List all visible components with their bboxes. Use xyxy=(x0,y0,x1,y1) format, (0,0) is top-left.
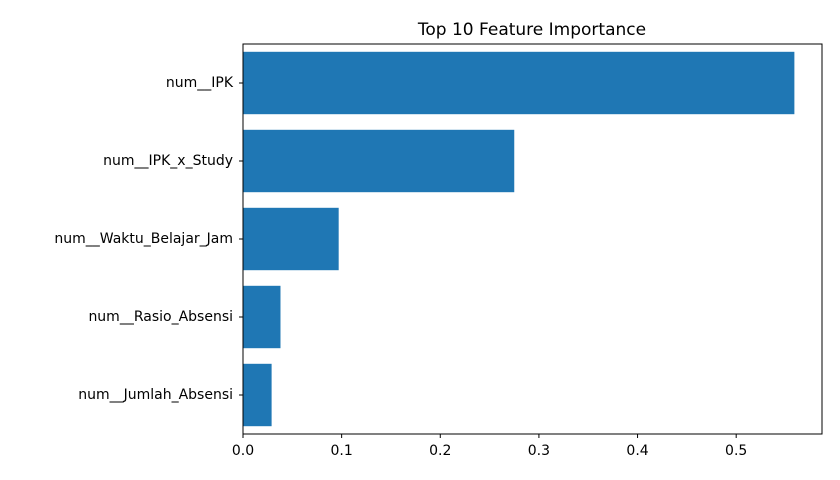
y-axis-ticks: num__IPK num__IPK_x_Study num__Waktu_Belaj… xyxy=(54,75,243,403)
y-tick-label: num__Waktu_Belajar_Jam xyxy=(54,231,233,247)
bar-num__Jumlah_Absensi xyxy=(243,363,272,427)
x-axis-ticks: 0.0 0.1 0.2 0.3 0.4 0.5 xyxy=(232,434,747,459)
y-tick-label: num__Jumlah_Absensi xyxy=(78,387,233,403)
x-tick-label: 0.1 xyxy=(331,443,353,459)
bar-num__IPK_x_Study xyxy=(243,129,515,193)
y-tick-label: num__IPK xyxy=(166,75,234,91)
plot-frame xyxy=(242,43,823,435)
x-tick-label: 0.4 xyxy=(626,443,648,459)
bars-layer xyxy=(243,51,795,427)
x-tick-label: 0.2 xyxy=(429,443,451,459)
bar-num__Waktu_Belajar_Jam xyxy=(243,207,339,271)
y-tick-label: num__Rasio_Absensi xyxy=(88,309,233,325)
x-tick-label: 0.5 xyxy=(725,443,747,459)
x-tick-label: 0.0 xyxy=(232,443,254,459)
chart-title: Top 10 Feature Importance xyxy=(417,20,646,40)
y-tick-label: num__IPK_x_Study xyxy=(103,153,233,169)
x-tick-label: 0.3 xyxy=(528,443,550,459)
bar-num__IPK xyxy=(243,51,795,115)
bar-num__Rasio_Absensi xyxy=(243,285,281,349)
